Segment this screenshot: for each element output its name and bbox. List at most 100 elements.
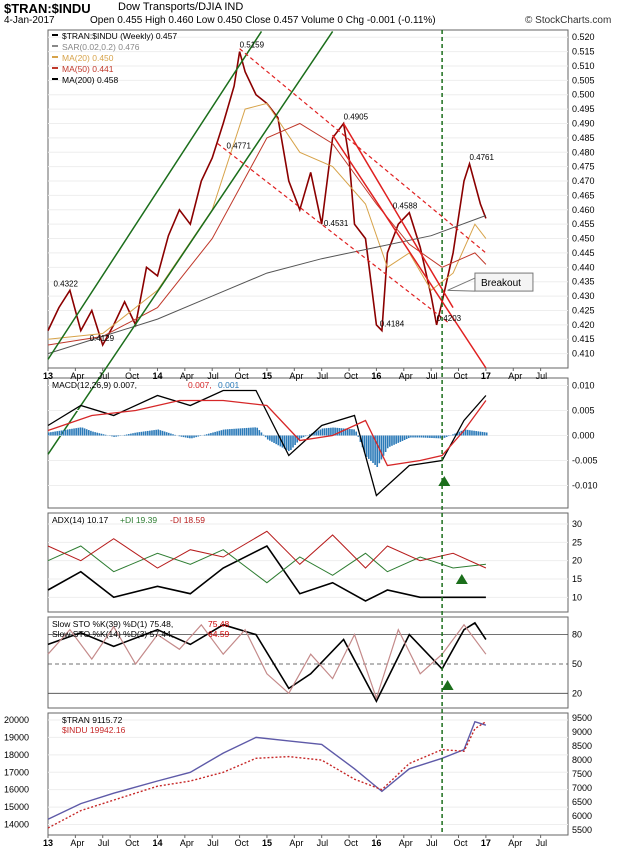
macd-tick-label: 0.010 [572,381,595,391]
macd-histogram-bar [64,429,67,436]
macd-histogram-bar [431,435,433,438]
series-sto_short [47,623,487,701]
macd-histogram-bar [226,429,229,436]
macd-histogram-bar [435,435,437,439]
legend-swatch [52,78,58,80]
x-tick-label: Jul [98,838,110,848]
macd-histogram-bar [313,432,315,436]
macd-histogram-bar [290,435,292,450]
macd-histogram-bar [386,435,389,449]
macd-histogram-bar [75,428,77,436]
x-tick-label: 16 [371,838,381,848]
breakout-label: Breakout [481,278,521,289]
macd-histogram-bar [184,435,187,438]
x-tick-label: 17 [481,371,491,381]
macd-histogram-bar [113,435,115,437]
price-tick-label: 0.435 [572,277,595,287]
x-tick-label: Apr [180,838,194,848]
macd-histogram-bar [405,435,408,440]
macd-histogram-bar [50,432,52,436]
legend-entry: MA(200) 0.458 [62,75,118,85]
legend-swatch [52,45,58,47]
macd-histogram-bar [125,434,128,436]
x-tick-label: 15 [262,838,272,848]
macd-histogram-bar [330,427,332,436]
macd-histogram-bar [443,435,446,438]
macd-histogram-bar [94,432,96,436]
adx-legend: ADX(14) 10.17 [52,515,108,525]
legend-entry: $TRAN:$INDU (Weekly) 0.457 [62,31,177,41]
macd-histogram-bar [193,435,195,438]
macd-histogram-bar [245,427,248,436]
series-signal [47,399,487,467]
macd-histogram-bar [254,427,256,436]
macd-tick-label: 0.000 [572,431,595,441]
macd-histogram-bar [271,435,273,442]
macd-histogram-bar [408,435,410,439]
price-annotation: 0.4129 [90,334,115,343]
x-tick-label: Apr [70,371,84,381]
macd-histogram-bar [191,435,193,439]
adx-tick-label: 30 [572,519,582,529]
compare-left-tick-label: 19000 [4,732,29,742]
stoch-legend-short: Slow STO %K(14) %D(3) 57.44, [52,629,173,639]
macd-histogram-bar [437,435,440,439]
price-tick-label: 0.470 [572,176,595,186]
macd-histogram-bar [197,435,200,437]
macd-histogram-bar [433,435,435,439]
price-annotation: 0.4761 [469,153,494,162]
macd-histogram-bar [325,428,328,436]
macd-histogram-bar [298,435,301,440]
x-tick-label: 17 [481,838,491,848]
price-tick-label: 0.415 [572,334,595,344]
chart-title: $TRAN:$INDU [4,1,91,16]
macd-histogram-bar [56,431,59,436]
macd-histogram-bar [83,428,86,436]
series-sto_long [47,621,487,703]
compare-left-tick-label: 17000 [4,767,29,777]
macd-histogram-bar [439,435,442,439]
x-tick-label: 13 [43,371,53,381]
macd-histogram-bar [85,429,88,436]
panel-frame-0 [47,29,569,369]
price-tick-label: 0.425 [572,305,595,315]
macd-histogram-bar [52,431,54,436]
adx-tick-label: 15 [572,574,582,584]
macd-histogram-bar [88,430,90,436]
macd-histogram-bar [353,429,355,436]
macd-histogram-bar [266,435,269,440]
macd-histogram-bar [172,434,174,436]
macd-buy-arrow-icon [438,476,451,486]
macd-histogram-bar [462,430,465,436]
breakout-callout-pointer [447,277,476,292]
macd-histogram-bar [283,435,286,449]
macd-histogram-bar [151,430,153,436]
price-tick-label: 0.500 [572,90,595,100]
macd-histogram-bar [237,428,240,436]
macd-histogram-bar [66,429,69,436]
chart-date: 4-Jan-2017 [4,15,55,26]
macd-histogram-bar [363,435,366,453]
macd-histogram-bar [279,435,282,447]
macd-histogram-bar [90,430,92,436]
x-tick-label: Oct [125,371,140,381]
x-tick-label: 13 [43,838,53,848]
price-tick-label: 0.460 [572,205,595,215]
macd-histogram-bar [269,435,271,441]
macd-histogram-bar [60,430,63,436]
macd-histogram-bar [315,431,317,436]
macd-histogram-bar [300,435,303,439]
x-tick-label: Oct [125,838,140,848]
macd-histogram-bar [54,431,56,436]
stoch-legend-long-d: 75.48 [208,619,230,629]
price-tick-label: 0.480 [572,147,595,157]
macd-histogram-bar [174,434,176,436]
macd-histogram-bar [448,435,450,437]
macd-histogram-bar [357,435,360,437]
uptrend-line-upper [47,31,263,360]
legend-entry: SAR(0.02,0.2) 0.476 [62,42,140,52]
macd-histogram-bar [100,433,103,436]
macd-histogram-bar [466,429,469,436]
macd-histogram-bar [393,435,395,445]
macd-histogram-bar [418,435,421,438]
